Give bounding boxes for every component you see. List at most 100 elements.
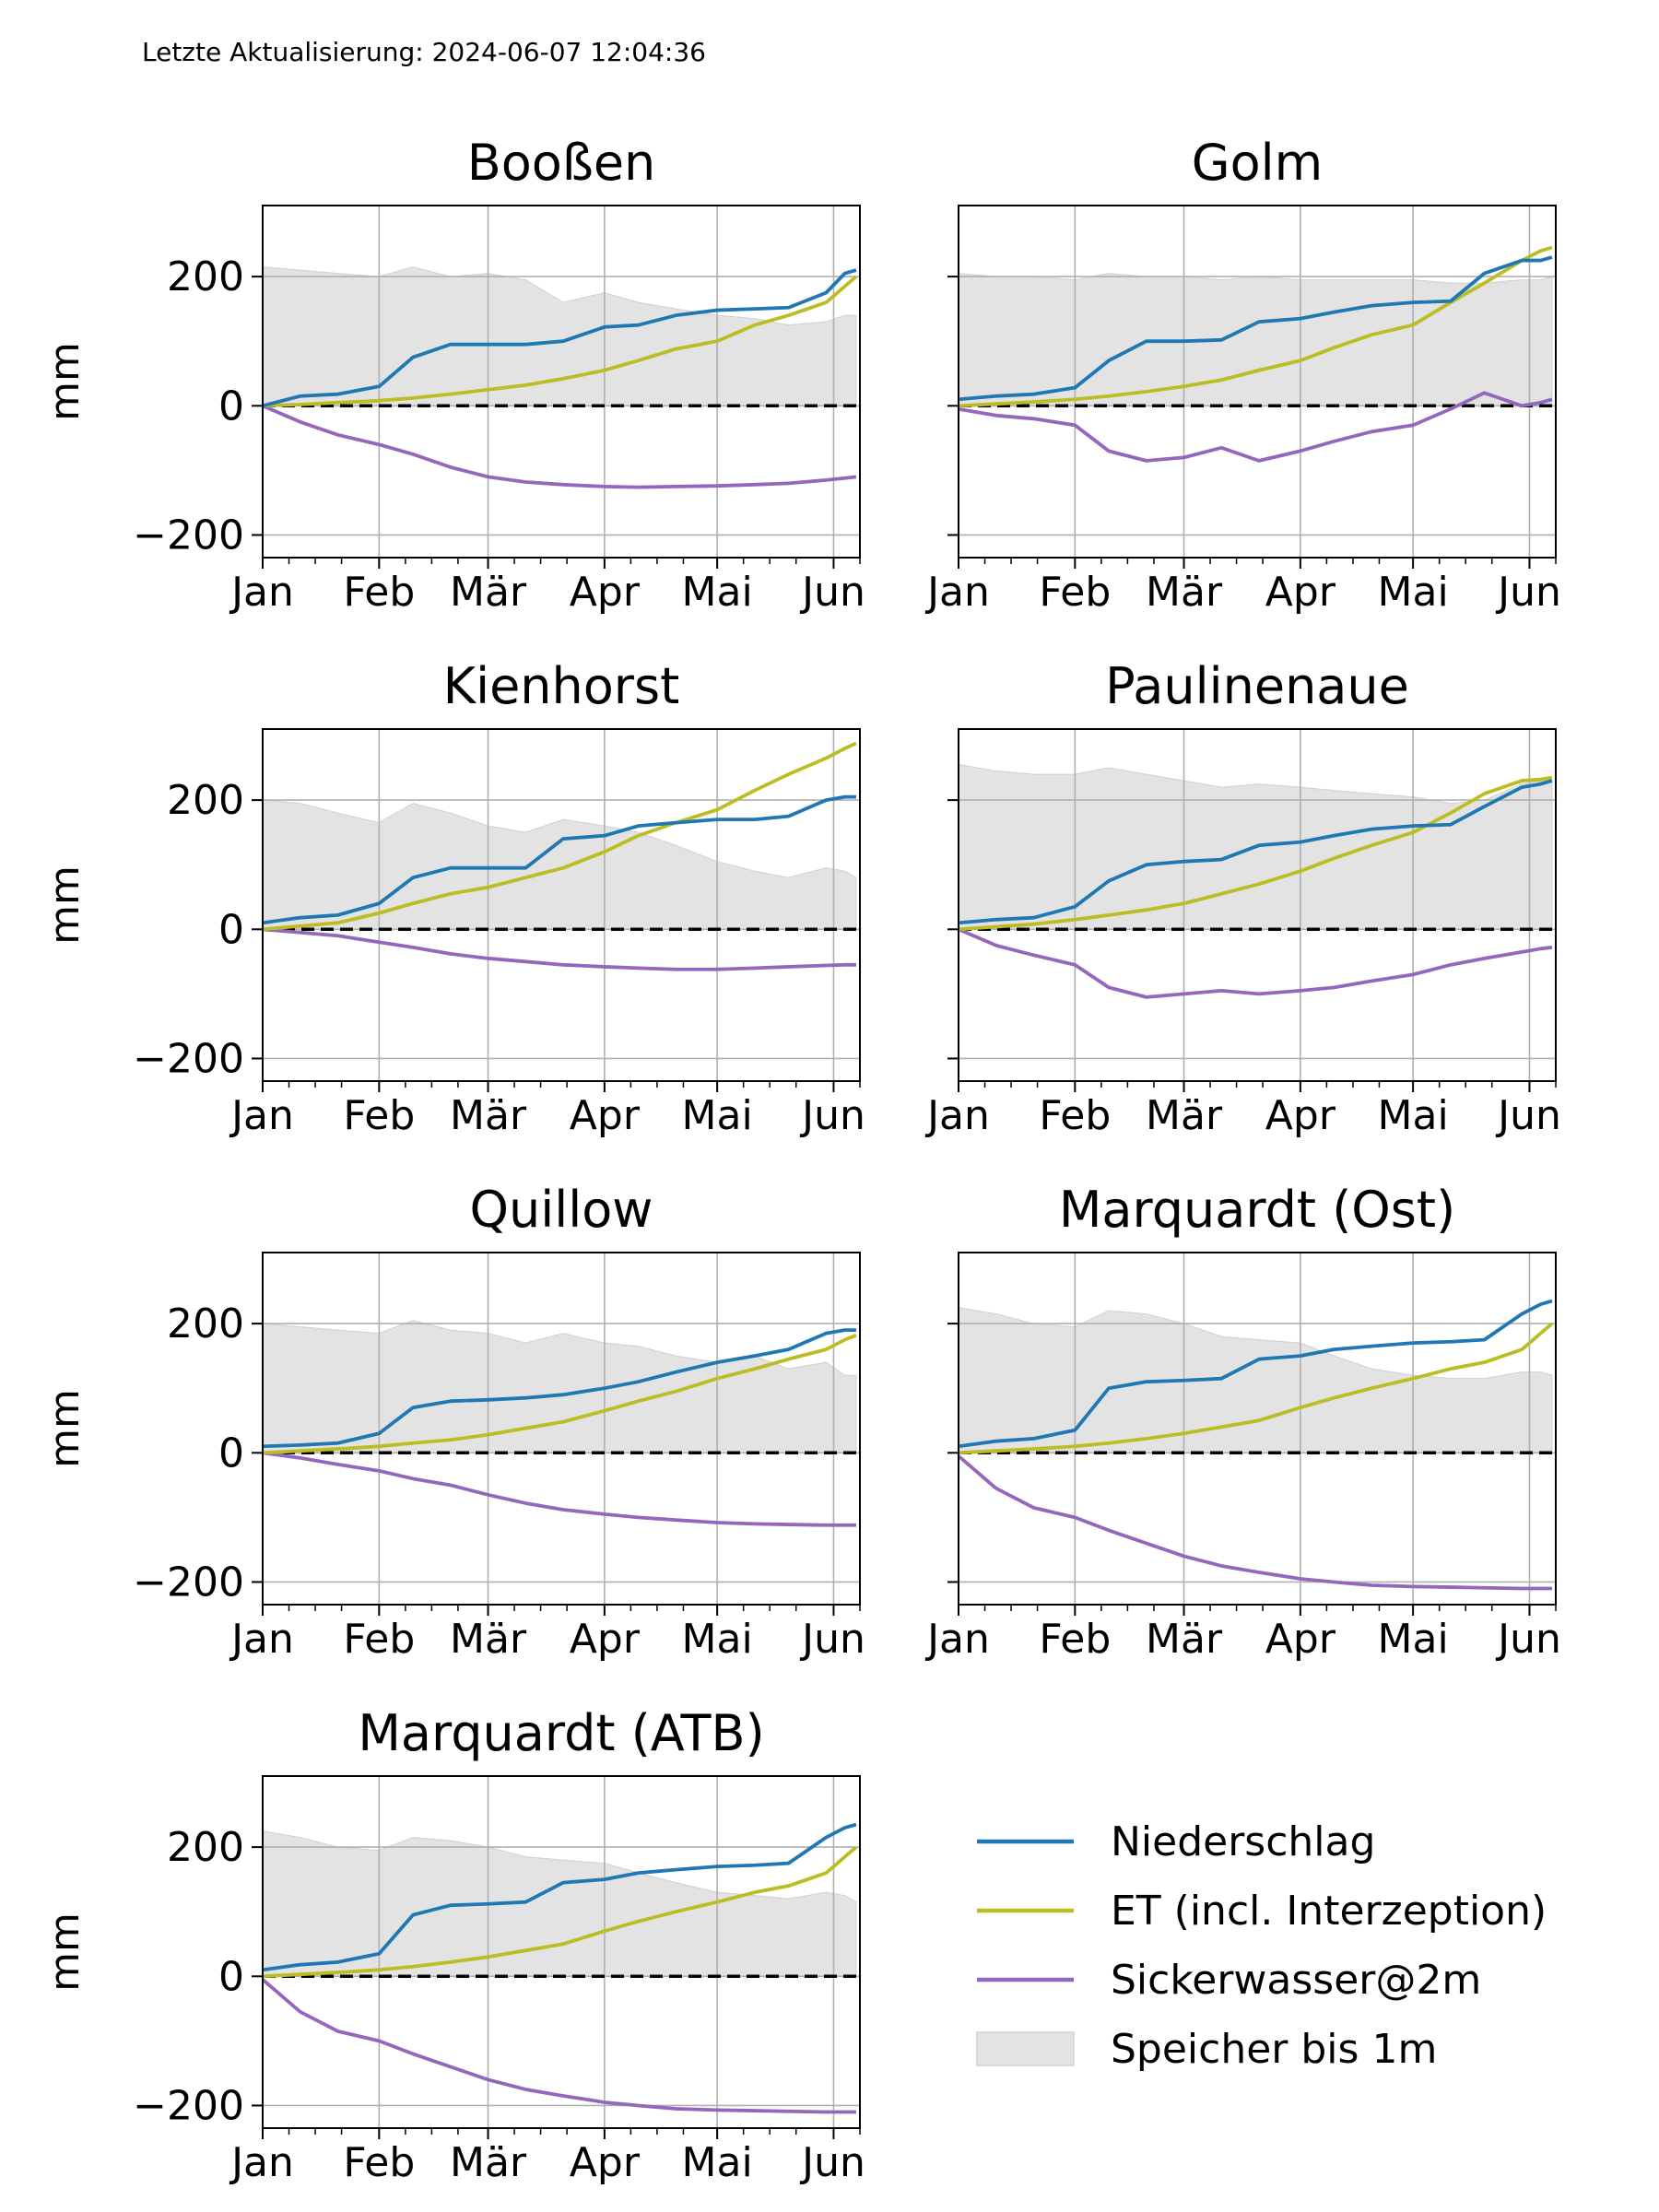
legend: Niederschlag ET (incl. Interzeption) Sicke… xyxy=(976,1818,1547,2073)
legend-label: Speicher bis 1m xyxy=(1111,2026,1437,2073)
plot-frame xyxy=(958,205,1557,559)
plot-frame xyxy=(958,1252,1557,1606)
series-line-seepage xyxy=(263,1978,856,2114)
x-tick-label: Feb xyxy=(1039,1616,1111,1663)
x-tick-label: Jan xyxy=(924,569,990,616)
x-tick-label: Feb xyxy=(343,2139,415,2186)
y-tick-label: −200 xyxy=(133,1035,244,1082)
y-axis-label: mm xyxy=(41,1912,88,1992)
x-tick-label: Apr xyxy=(570,569,641,616)
subplot-title: Quillow xyxy=(470,1181,653,1239)
plot-frame xyxy=(262,1775,861,2129)
x-tick-label: Mär xyxy=(450,1092,527,1139)
x-tick-label: Apr xyxy=(570,1616,641,1663)
plot-frame xyxy=(958,728,1557,1082)
x-tick-label: Feb xyxy=(343,1092,415,1139)
x-tick-label: Jun xyxy=(799,569,865,616)
legend-swatch-patch xyxy=(976,2031,1075,2066)
y-tick-label: −200 xyxy=(133,512,244,559)
update-timestamp: Letzte Aktualisierung: 2024-06-07 12:04:… xyxy=(141,37,706,67)
subplot-5: Jan Feb Mär Apr Mai Jun Marquardt (Ost) xyxy=(924,1181,1561,1663)
x-tick-label: Mär xyxy=(450,2139,527,2186)
subplot-title: Golm xyxy=(1192,134,1324,192)
subplot-4: Jan Feb Mär Apr Mai Jun 200 0 −200 mm Quillow xyxy=(41,1181,865,1663)
x-tick-label: Mai xyxy=(682,1616,753,1663)
x-tick-label: Jan xyxy=(924,1092,990,1139)
x-tick-label: Jun xyxy=(799,2139,865,2186)
series-line-precip xyxy=(263,1822,857,1972)
series-line-et xyxy=(959,245,1553,408)
subplot-1: Jan Feb Mär Apr Mai Jun Golm xyxy=(924,134,1561,616)
x-tick-label: Mai xyxy=(682,569,753,616)
x-tick-label: Mär xyxy=(450,569,527,616)
subplot-3: Jan Feb Mär Apr Mai Jun Paulinenaue xyxy=(924,657,1561,1139)
x-tick-label: Feb xyxy=(343,1616,415,1663)
plot-frame xyxy=(262,1252,861,1606)
series-line-precip xyxy=(959,1299,1553,1449)
subplot-title: Marquardt (ATB) xyxy=(358,1704,764,1762)
series-line-precip xyxy=(959,255,1553,402)
x-tick-label: Jan xyxy=(924,1616,990,1663)
y-tick-label: 0 xyxy=(218,1430,244,1477)
y-tick-label: 0 xyxy=(218,382,244,429)
legend-label: ET (incl. Interzeption) xyxy=(1111,1888,1547,1935)
x-tick-label: Feb xyxy=(343,569,415,616)
subplot-0: Jan Feb Mär Apr Mai Jun 200 0 −200 mm Booßen xyxy=(41,134,865,616)
series-line-et xyxy=(263,741,857,932)
x-tick-label: Jun xyxy=(1495,1616,1561,1663)
x-tick-label: Apr xyxy=(1265,1092,1336,1139)
y-tick-label: 0 xyxy=(218,906,244,953)
series-line-seepage xyxy=(959,927,1553,999)
series-line-seepage xyxy=(263,404,857,489)
subplot-title: Marquardt (Ost) xyxy=(1059,1181,1455,1239)
storage-area xyxy=(263,1320,857,1453)
y-tick-label: −200 xyxy=(133,1559,244,1606)
x-tick-label: Feb xyxy=(1039,569,1111,616)
x-tick-label: Mär xyxy=(1146,1092,1223,1139)
series-line-et xyxy=(959,1322,1554,1455)
series-line-precip xyxy=(959,779,1553,925)
x-tick-label: Jan xyxy=(229,1616,294,1663)
x-tick-label: Feb xyxy=(1039,1092,1111,1139)
x-tick-label: Mai xyxy=(1378,569,1449,616)
legend-label: Niederschlag xyxy=(1111,1818,1375,1865)
x-tick-label: Mai xyxy=(1378,1092,1449,1139)
series-line-et xyxy=(263,1845,858,1979)
x-tick-label: Mai xyxy=(1378,1616,1449,1663)
series-line-precip xyxy=(263,1328,856,1449)
x-tick-label: Mai xyxy=(682,1092,753,1139)
y-axis-label: mm xyxy=(41,865,88,945)
series-line-et xyxy=(263,1333,857,1455)
y-tick-label: −200 xyxy=(133,2082,244,2129)
subplot-6: Jan Feb Mär Apr Mai Jun 200 0 −200 mm Marquardt (A… xyxy=(41,1704,865,2186)
storage-area xyxy=(959,1307,1553,1453)
series-line-precip xyxy=(263,794,856,925)
series-line-seepage xyxy=(959,391,1553,463)
x-tick-label: Apr xyxy=(1265,1616,1336,1663)
x-tick-label: Apr xyxy=(570,2139,641,2186)
plot-frame xyxy=(262,205,861,559)
storage-area xyxy=(263,1830,857,1977)
subplot-title: Kienhorst xyxy=(443,657,680,715)
x-tick-label: Apr xyxy=(1265,569,1336,616)
x-tick-label: Mär xyxy=(450,1616,527,1663)
plot-frame xyxy=(262,728,861,1082)
subplot-2: Jan Feb Mär Apr Mai Jun 200 0 −200 mm Kienhorst xyxy=(41,657,865,1139)
y-axis-label: mm xyxy=(41,1389,88,1468)
x-tick-label: Mär xyxy=(1146,1616,1223,1663)
x-tick-label: Jun xyxy=(799,1616,865,1663)
series-line-seepage xyxy=(263,927,856,971)
y-tick-label: 200 xyxy=(167,1300,244,1347)
x-tick-label: Apr xyxy=(570,1092,641,1139)
subplot-title: Paulinenaue xyxy=(1105,657,1409,715)
series-line-seepage xyxy=(959,1454,1552,1591)
series-line-et xyxy=(263,275,858,408)
x-tick-label: Jan xyxy=(229,2139,294,2186)
x-tick-label: Mär xyxy=(1146,569,1223,616)
y-tick-label: 200 xyxy=(167,1824,244,1871)
x-tick-label: Jan xyxy=(229,569,294,616)
x-tick-label: Mai xyxy=(682,2139,753,2186)
storage-area xyxy=(959,273,1553,406)
x-tick-label: Jun xyxy=(1495,569,1561,616)
